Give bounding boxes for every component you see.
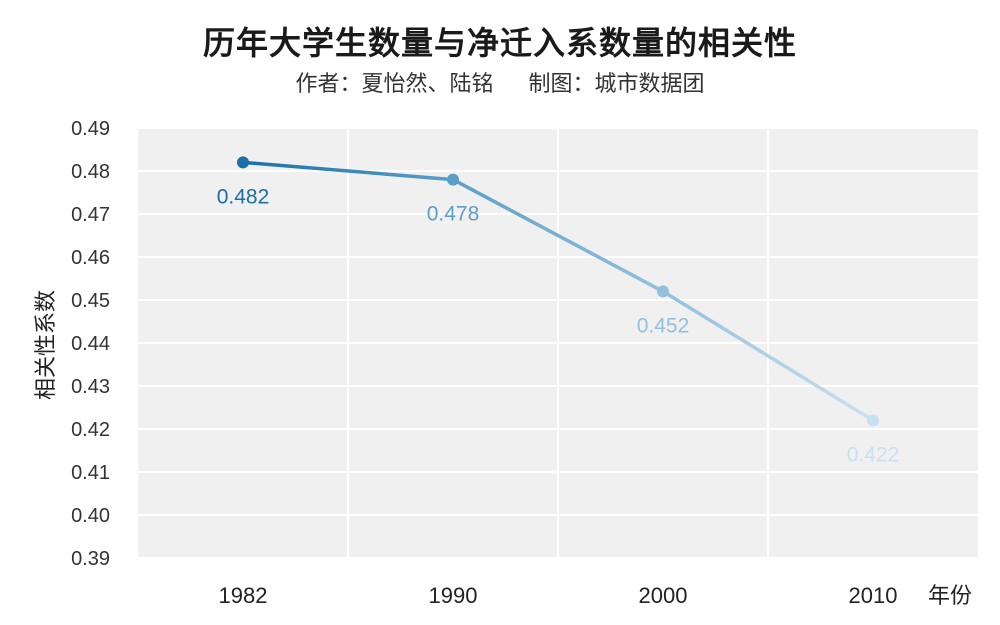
data-point <box>447 173 459 186</box>
y-tick-label: 0.45 <box>71 290 110 312</box>
y-tick-label: 0.46 <box>71 247 110 269</box>
y-tick-label: 0.40 <box>71 505 110 527</box>
data-label: 0.478 <box>427 203 480 226</box>
y-tick-label: 0.44 <box>71 333 110 355</box>
chart-subtitle: 作者：夏怡然、陆铭 制图：城市数据团 <box>0 66 1000 98</box>
y-tick-label: 0.49 <box>71 118 110 140</box>
x-tick-label: 1990 <box>429 583 478 608</box>
subtitle-maker: 制图：城市数据团 <box>528 72 705 97</box>
line-segment <box>241 160 455 182</box>
line-segment <box>451 177 665 294</box>
y-tick-label: 0.48 <box>71 161 110 183</box>
data-label: 0.452 <box>637 314 690 337</box>
line-segment <box>661 289 875 423</box>
chart-title: 历年大学生数量与净迁入系数量的相关性 <box>202 24 797 62</box>
y-tick-label: 0.43 <box>71 376 110 398</box>
y-tick-label: 0.39 <box>71 548 110 570</box>
x-axis-unit-label: 年份 <box>928 584 972 609</box>
x-tick-label: 2010 <box>849 583 898 608</box>
subtitle-author: 作者：夏怡然、陆铭 <box>295 72 494 97</box>
y-tick-label: 0.47 <box>71 204 110 226</box>
y-tick-label: 0.42 <box>71 419 110 441</box>
data-point <box>237 156 249 169</box>
x-tick-label: 1982 <box>219 583 268 608</box>
data-point <box>867 414 879 427</box>
data-point <box>657 285 669 298</box>
data-label: 0.422 <box>847 443 900 466</box>
data-label: 0.482 <box>217 185 270 208</box>
x-tick-label: 2000 <box>639 583 688 608</box>
y-tick-label: 0.41 <box>71 462 110 484</box>
